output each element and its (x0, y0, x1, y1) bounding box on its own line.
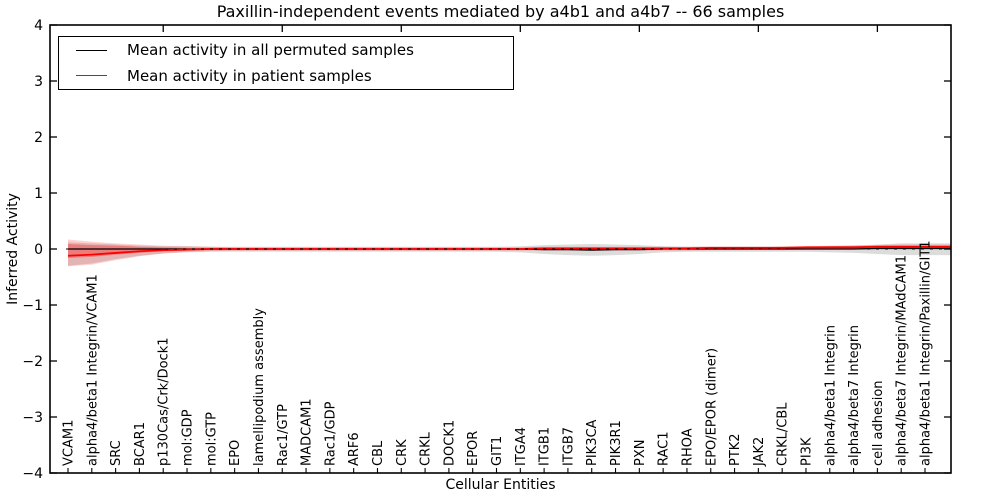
legend-label-permuted: Mean activity in all permuted samples (127, 41, 414, 60)
x-tick-label: DOCK1 (442, 420, 457, 466)
x-tick-label: EPO (228, 440, 243, 466)
patient-line-swatch (76, 75, 107, 77)
y-tick-label: 4 (34, 18, 43, 34)
x-tick-label: EPO/EPOR (dimer) (704, 348, 719, 466)
x-tick-label: VCAM1 (62, 420, 77, 466)
y-tick-label: 2 (34, 130, 43, 146)
y-tick-label: −3 (22, 410, 43, 426)
x-tick-label: PTK2 (728, 433, 743, 466)
x-tick-label: mol:GTP (204, 412, 219, 466)
x-tick-label: PI3K (799, 437, 814, 466)
x-tick-label: RHOA (680, 428, 695, 466)
x-tick-label: p130Cas/Crk/Dock1 (157, 337, 172, 466)
x-tick-label: CRKL (419, 431, 434, 466)
permuted-std-band (68, 242, 951, 266)
x-tick-label: JAK2 (752, 437, 767, 467)
x-axis-title: Cellular Entities (445, 477, 556, 493)
x-tick-label: mol:GDP (181, 409, 196, 466)
y-tick-label: −2 (22, 354, 43, 370)
x-tick-label: GIT1 (490, 436, 505, 466)
y-axis-title: Inferred Activity (5, 193, 21, 305)
legend-entry-patient: Mean activity in patient samples (59, 64, 513, 88)
x-tick-label: BCAR1 (133, 422, 148, 466)
x-tick-label: PIK3CA (585, 419, 600, 466)
chart-title: Paxillin-independent events mediated by … (216, 2, 785, 21)
x-tick-label: MADCAM1 (300, 398, 315, 466)
x-tick-label: CBL (371, 440, 386, 466)
y-tick-label: 1 (34, 186, 43, 202)
x-tick-label: cell adhesion (871, 380, 886, 466)
y-tick-label: 0 (34, 242, 43, 258)
x-tick-label: SRC (109, 440, 124, 466)
x-tick-label: Rac1/GDP (323, 401, 338, 466)
x-tick-label: ITGB7 (561, 427, 576, 466)
x-tick-label: EPOR (466, 431, 481, 466)
legend: Mean activity in all permuted samples Me… (58, 36, 514, 90)
y-tick-label: −4 (22, 466, 43, 482)
x-tick-label: lamellipodium assembly (252, 308, 267, 466)
x-tick-label: alpha4/beta1 Integrin/Paxillin/GIT1 (919, 240, 934, 466)
x-tick-label: ITGB1 (538, 427, 553, 466)
x-tick-label: PXN (633, 440, 648, 466)
x-tick-label: RAC1 (657, 431, 672, 466)
x-tick-label: PIK3R1 (609, 420, 624, 466)
x-tick-label: ARF6 (347, 432, 362, 466)
x-tick-label: CRK (395, 439, 410, 466)
x-tick-label: alpha4/beta1 Integrin/VCAM1 (85, 274, 100, 466)
legend-label-patient: Mean activity in patient samples (127, 66, 372, 85)
permuted-line-swatch (76, 49, 107, 51)
x-tick-label: alpha4/beta1 Integrin (823, 325, 838, 466)
x-tick-label: Rac1/GTP (276, 404, 291, 466)
x-tick-label: CRKL/CBL (776, 402, 791, 466)
legend-entry-permuted: Mean activity in all permuted samples (59, 38, 513, 62)
patient-std-outer-band (68, 239, 951, 267)
x-tick-label: alpha4/beta7 Integrin/MAdCAM1 (895, 255, 910, 466)
x-tick-label: ITGA4 (514, 427, 529, 466)
y-tick-label: 3 (34, 74, 43, 90)
x-tick-label: alpha4/beta7 Integrin (847, 325, 862, 466)
y-tick-label: −1 (22, 298, 43, 314)
